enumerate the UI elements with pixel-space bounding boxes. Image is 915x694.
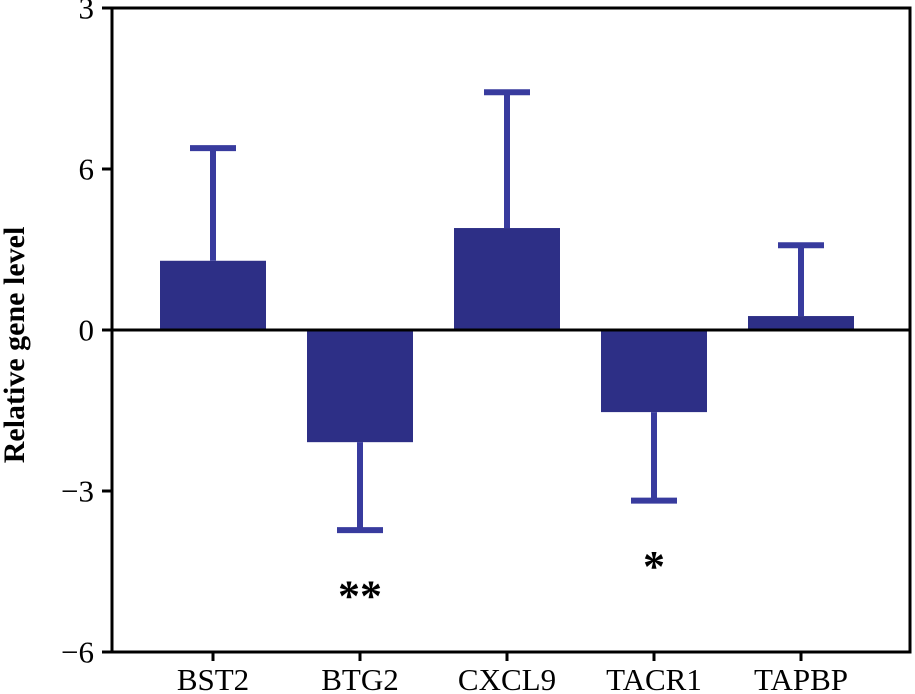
y-tick-label-1: 6 [79, 152, 95, 187]
bar-BST2 [160, 260, 266, 330]
x-tick-label-BTG2: BTG2 [321, 662, 399, 694]
y-tick-label-2: 0 [79, 313, 95, 348]
y-tick-label-0: 3 [79, 0, 95, 26]
significance-TACR1: * [643, 542, 665, 591]
y-tick-label-4: −6 [61, 635, 94, 670]
bar-CXCL9 [454, 228, 560, 330]
significance-BTG2: ** [338, 572, 382, 621]
x-tick-label-TAPBP: TAPBP [754, 662, 848, 694]
x-tick-label-CXCL9: CXCL9 [458, 662, 556, 694]
bar-TAPBP [748, 316, 854, 330]
x-tick-label-BST2: BST2 [177, 662, 249, 694]
bar-BTG2 [307, 330, 413, 443]
y-axis-title: Relative gene level [0, 227, 31, 464]
bar-TACR1 [601, 330, 707, 413]
y-tick-label-3: −3 [61, 474, 94, 509]
x-tick-label-TACR1: TACR1 [606, 662, 702, 694]
